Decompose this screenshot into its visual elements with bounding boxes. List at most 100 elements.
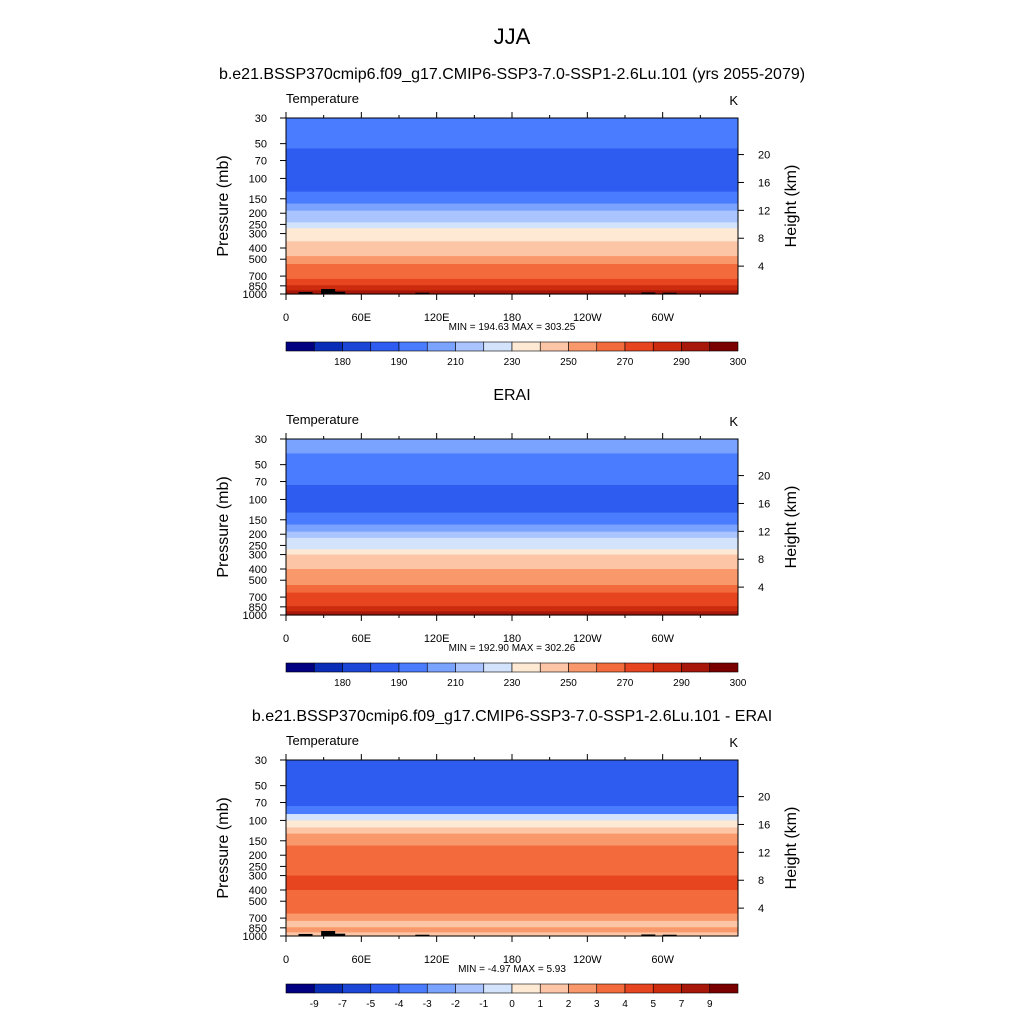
- contour-band: [286, 790, 738, 807]
- colorbar-label: -4: [395, 999, 404, 1010]
- contour-band: [286, 927, 738, 933]
- colorbar: 180 190 210 230 250 270 290 300: [285, 662, 747, 689]
- contour-band: [286, 290, 738, 295]
- y-tick-label: 150: [249, 194, 267, 206]
- y-tick-label: 700: [249, 592, 267, 604]
- height-tick-label: 20: [758, 150, 770, 162]
- colorbar-label: 2: [566, 999, 572, 1010]
- contour-band: [286, 263, 738, 273]
- colorbar-label: 190: [391, 357, 408, 368]
- y-tick-label: 500: [249, 896, 267, 908]
- y-tick-label: 150: [249, 836, 267, 848]
- height-tick-label: 4: [758, 903, 764, 915]
- x-tick-label: 0: [283, 954, 289, 966]
- colorbar-label: 4: [622, 999, 628, 1010]
- x-tick-label: 0: [283, 633, 289, 645]
- contour-band: [286, 241, 738, 249]
- height-axis-label: Height (km): [783, 807, 800, 890]
- contour-band: [286, 256, 738, 265]
- height-tick-label: 4: [758, 582, 764, 594]
- contour-band: [286, 453, 738, 471]
- contour-band: [286, 814, 738, 822]
- height-tick-label: 8: [758, 875, 764, 887]
- units-label: K: [729, 93, 738, 108]
- contour-band: [286, 890, 738, 899]
- panel-title: b.e21.BSSP370cmip6.f09_g17.CMIP6-SSP3-7.…: [252, 708, 772, 725]
- contour-band: [286, 248, 738, 257]
- contour-band: [286, 611, 738, 616]
- contour-band: [286, 278, 738, 286]
- y-tick-label: 400: [249, 885, 267, 897]
- colorbar-swatch: [455, 983, 485, 994]
- y-tick-label: 150: [249, 515, 267, 527]
- x-tick-label: 120E: [424, 312, 450, 324]
- colorbar-swatch: [709, 662, 739, 673]
- y-tick-label: 300: [249, 871, 267, 883]
- x-tick-label: 180: [503, 312, 521, 324]
- contour-band: [286, 118, 738, 134]
- colorbar-swatch: [370, 341, 400, 352]
- colorbar-label: 180: [334, 357, 351, 368]
- y-tick-label: 30: [255, 113, 267, 125]
- height-tick-label: 8: [758, 554, 764, 566]
- contour-band: [286, 820, 738, 829]
- topography-block: [331, 933, 346, 936]
- y-tick-label: 1000: [243, 931, 267, 943]
- x-tick-label: 120W: [573, 954, 602, 966]
- topography-block: [641, 934, 656, 936]
- colorbar: -9 -7 -5 -4 -3 -2 -1 0 1 2 3 4 5 7 9: [285, 983, 739, 1010]
- field-label: Temperature: [286, 91, 359, 106]
- panel-title: ERAI: [493, 387, 530, 404]
- colorbar-swatch: [455, 662, 485, 673]
- colorbar-label: 7: [679, 999, 685, 1010]
- contour-band: [286, 512, 738, 526]
- y-tick-label: 400: [249, 243, 267, 255]
- stats-label: MIN = 194.63 MAX = 303.25: [449, 322, 576, 333]
- y-tick-label: 30: [255, 755, 267, 767]
- contour-band: [286, 524, 738, 533]
- x-tick-label: 120E: [424, 633, 450, 645]
- topography-block: [321, 930, 336, 936]
- contour-band: [286, 569, 738, 578]
- contour-band: [286, 148, 738, 165]
- x-tick-label: 0: [283, 312, 289, 324]
- y-tick-label: 500: [249, 575, 267, 587]
- colorbar-label: 270: [617, 678, 634, 689]
- colorbar-label: 250: [560, 678, 577, 689]
- colorbar-label: -5: [366, 999, 375, 1010]
- height-tick-label: 4: [758, 261, 764, 273]
- x-tick-label: 120W: [573, 312, 602, 324]
- contour-band: [286, 233, 738, 242]
- contour-band: [286, 285, 738, 291]
- contour-band: [286, 599, 738, 607]
- colorbar-swatch: [681, 983, 711, 994]
- contour-band: [286, 827, 738, 835]
- colorbar-swatch: [596, 341, 626, 352]
- height-axis-label: Height (km): [783, 165, 800, 248]
- colorbar-swatch: [342, 983, 372, 994]
- colorbar-swatch: [568, 662, 598, 673]
- contour-band: [286, 606, 738, 612]
- colorbar-swatch: [511, 983, 541, 994]
- colorbar-swatch: [455, 341, 485, 352]
- contour-band: [286, 855, 738, 868]
- x-tick-label: 60W: [651, 954, 674, 966]
- y-tick-label: 70: [255, 798, 267, 810]
- panel-1: b.e21.BSSP370cmip6.f09_g17.CMIP6-SSP3-7.…: [215, 66, 805, 368]
- colorbar-label: 250: [560, 357, 577, 368]
- y-tick-label: 300: [249, 229, 267, 241]
- colorbar-swatch: [539, 341, 569, 352]
- contour-band: [286, 163, 738, 180]
- colorbar-label: 1: [537, 999, 543, 1010]
- units-label: K: [729, 735, 738, 750]
- contour-band: [286, 845, 738, 856]
- colorbar-label: 0: [509, 999, 515, 1010]
- units-label: K: [729, 414, 738, 429]
- contour-band: [286, 549, 738, 556]
- y-tick-label: 400: [249, 564, 267, 576]
- colorbar-label: 180: [334, 678, 351, 689]
- y-tick-label: 500: [249, 254, 267, 266]
- contour-band: [286, 178, 738, 193]
- colorbar-swatch: [398, 341, 428, 352]
